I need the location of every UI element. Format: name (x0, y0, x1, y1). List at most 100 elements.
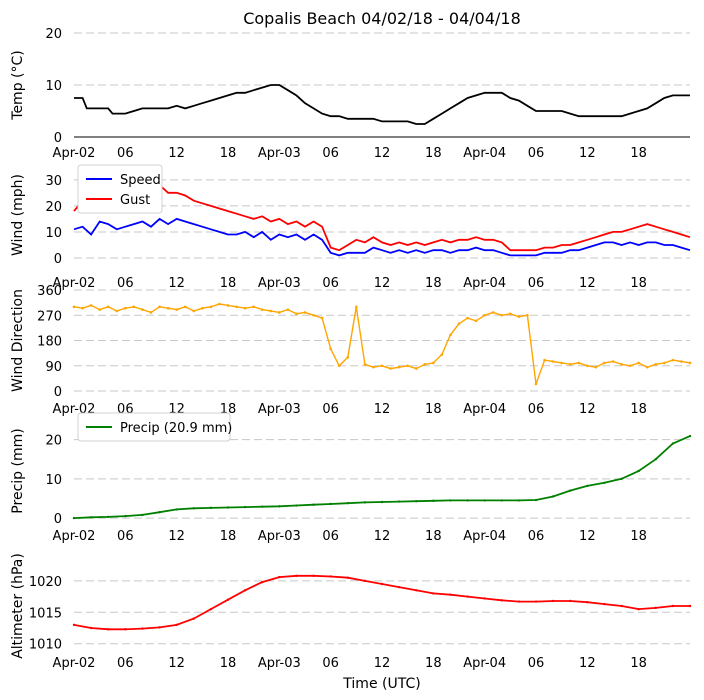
data-point (278, 311, 281, 314)
data-point (449, 593, 452, 596)
data-point (457, 322, 461, 325)
data-point (637, 361, 640, 365)
data-point (124, 514, 127, 518)
x-tick-label: 18 (425, 402, 442, 417)
data-point (115, 309, 119, 313)
data-point (688, 361, 692, 365)
data-point (226, 598, 230, 601)
data-point (106, 305, 110, 309)
data-point (329, 347, 332, 351)
data-point (363, 501, 367, 504)
x-tick-label: 18 (630, 656, 647, 671)
data-point (688, 434, 692, 438)
data-point (243, 589, 247, 592)
data-point (72, 516, 76, 520)
data-point (474, 319, 478, 323)
data-point (628, 364, 632, 368)
y-axis-label: Precip (mm) (10, 428, 26, 513)
data-point (397, 365, 401, 369)
data-point (500, 499, 503, 502)
data-point (517, 600, 521, 603)
data-point (209, 305, 213, 309)
data-point (483, 499, 486, 502)
data-point (89, 626, 93, 630)
x-tick-label: 18 (630, 276, 647, 291)
legend-entry: Precip (20.9 mm) (120, 421, 232, 436)
x-tick-label: 18 (425, 146, 442, 161)
x-tick-label: Apr-02 (53, 529, 96, 544)
x-tick-label: 12 (374, 146, 391, 161)
x-tick-label: 12 (374, 402, 391, 417)
data-point (466, 316, 469, 320)
legend: Speed Gust (77, 164, 163, 214)
data-point (654, 606, 657, 610)
data-point (654, 363, 658, 366)
x-tick-label: 12 (579, 146, 596, 161)
y-tick-label: 0 (54, 252, 62, 267)
data-point (603, 481, 606, 484)
x-tick-label: 06 (117, 529, 134, 544)
x-tick-label: Apr-02 (53, 276, 96, 291)
x-tick-label: 06 (322, 146, 339, 161)
data-point (166, 306, 170, 310)
data-point (397, 500, 401, 503)
data-point (312, 503, 315, 506)
data-point (329, 575, 332, 578)
data-point (380, 500, 384, 504)
data-point (637, 469, 640, 473)
y-tick-label: 20 (45, 200, 62, 215)
data-point (303, 311, 307, 314)
data-point (312, 313, 315, 317)
x-tick-label: Apr-03 (258, 529, 301, 544)
data-point (586, 364, 589, 368)
data-point (337, 364, 341, 368)
data-point (175, 623, 178, 627)
data-point (72, 623, 76, 627)
x-tick-label: 18 (630, 529, 647, 544)
data-point (517, 499, 521, 502)
y-tick-label: 0 (54, 385, 62, 400)
data-point (509, 312, 512, 316)
data-point (209, 607, 213, 611)
x-tick-label: Apr-03 (258, 146, 301, 161)
data-point (389, 367, 392, 370)
legend-box (77, 412, 231, 442)
data-point (611, 360, 615, 363)
data-point (415, 589, 418, 592)
data-point (620, 363, 623, 366)
series-line-precip-20-9-mm- (73, 435, 691, 519)
x-tick-label: 18 (220, 529, 237, 544)
x-tick-label: 12 (168, 529, 185, 544)
data-point (261, 505, 264, 508)
data-point (260, 308, 264, 311)
data-point (491, 311, 495, 314)
y-axis-label: Wind Direction (10, 289, 26, 392)
y-tick-label: 30 (45, 174, 62, 189)
series-line-temp (74, 84, 690, 125)
x-tick-label: 06 (117, 656, 134, 671)
data-point (346, 576, 349, 579)
data-point (569, 489, 572, 492)
data-point (141, 513, 144, 517)
x-tick-label: 06 (528, 529, 545, 544)
x-tick-label: 12 (374, 529, 391, 544)
x-tick-label: 06 (117, 146, 134, 161)
data-point (124, 628, 127, 631)
x-tick-label: 18 (630, 402, 647, 417)
data-point (663, 361, 666, 365)
data-point (329, 502, 332, 506)
data-point (261, 580, 264, 584)
data-point (89, 304, 93, 307)
x-tick-label: 18 (220, 656, 237, 671)
y-axis-label: Wind (mph) (10, 174, 26, 256)
x-tick-label: 06 (322, 276, 339, 291)
data-point (107, 515, 110, 519)
panel-wind: 0 10 20 30 Wind (mph) Apr-02 06 12 18 Apr-03 06 12 1… (10, 164, 691, 291)
data-point (269, 309, 273, 313)
data-point (158, 626, 161, 629)
data-point (278, 575, 281, 579)
x-tick-label: 12 (168, 656, 185, 671)
y-tick-label: 20 (45, 27, 62, 42)
data-point (423, 363, 427, 366)
